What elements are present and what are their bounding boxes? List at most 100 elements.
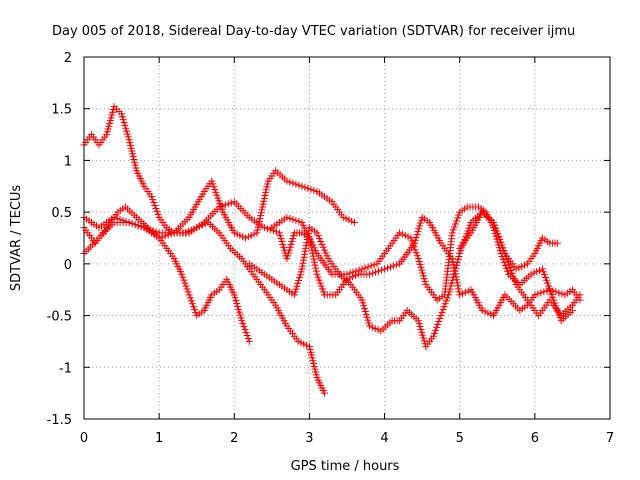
data-point-marker — [365, 319, 373, 327]
data-point-marker — [260, 194, 268, 202]
data-point-marker — [189, 303, 197, 311]
data-point-marker — [417, 325, 425, 333]
data-point-marker — [289, 179, 297, 187]
x-tick-label: 1 — [155, 431, 163, 446]
data-point-marker — [315, 276, 323, 284]
data-point-marker — [372, 268, 380, 276]
data-point-marker — [556, 314, 564, 322]
y-tick-label: -1.5 — [47, 413, 72, 428]
data-point-marker — [119, 216, 127, 224]
data-point-marker — [258, 203, 266, 211]
data-point-marker — [432, 326, 440, 334]
data-point-marker — [363, 313, 371, 321]
series-track-6 — [268, 203, 576, 325]
data-point-marker — [418, 328, 426, 336]
data-point-marker — [286, 243, 294, 251]
data-point-marker — [238, 317, 246, 325]
data-point-marker — [500, 258, 508, 266]
data-point-marker — [155, 234, 163, 242]
data-point-marker — [441, 300, 449, 308]
data-point-marker — [277, 235, 285, 243]
data-point-marker — [301, 250, 309, 258]
data-point-marker — [378, 266, 386, 274]
data-point-marker — [448, 276, 456, 284]
data-point-marker — [181, 279, 189, 287]
data-point-marker — [283, 177, 291, 185]
data-point-marker — [292, 285, 300, 293]
data-point-marker — [239, 320, 247, 328]
data-point-marker — [502, 264, 510, 272]
data-point-marker — [375, 267, 383, 275]
data-point-marker — [221, 201, 229, 209]
chart-title: Day 005 of 2018, Sidereal Day-to-day VTE… — [52, 24, 575, 39]
data-point-marker — [151, 201, 159, 209]
data-point-marker — [158, 233, 166, 241]
data-point-marker — [390, 262, 398, 270]
data-point-marker — [452, 217, 460, 225]
data-point-marker — [449, 226, 457, 234]
data-point-marker — [154, 210, 162, 218]
data-point-marker — [454, 214, 462, 222]
data-point-marker — [448, 229, 456, 237]
data-point-marker — [184, 288, 192, 296]
data-point-marker — [283, 213, 291, 221]
data-point-marker — [278, 237, 286, 245]
data-point-marker — [289, 215, 297, 223]
x-tick-label: 4 — [380, 431, 388, 446]
data-point-marker — [568, 306, 576, 314]
data-point-marker — [429, 332, 437, 340]
data-point-marker — [291, 288, 299, 296]
data-point-marker — [244, 334, 252, 342]
data-point-marker — [442, 297, 450, 305]
y-tick-label: -0.5 — [47, 310, 72, 325]
data-point-marker — [435, 317, 443, 325]
data-point-marker — [215, 203, 223, 211]
data-point-marker — [234, 305, 242, 313]
data-point-marker — [455, 211, 463, 219]
y-tick-label: 1.5 — [51, 103, 72, 118]
data-point-marker — [370, 261, 378, 269]
y-tick-label: 0 — [64, 258, 72, 273]
data-point-marker — [312, 264, 320, 272]
data-point-marker — [416, 219, 424, 227]
y-tick-label: -1 — [59, 361, 72, 376]
data-point-marker — [420, 275, 428, 283]
data-point-marker — [300, 253, 308, 261]
data-point-marker — [253, 229, 261, 237]
data-point-marker — [257, 209, 265, 217]
data-point-marker — [451, 220, 459, 228]
data-point-marker — [183, 285, 191, 293]
data-point-marker — [553, 305, 561, 313]
data-point-marker — [304, 184, 312, 192]
data-point-marker — [116, 215, 124, 223]
y-tick-label: 0.5 — [51, 206, 72, 221]
data-point-marker — [318, 240, 326, 248]
data-point-marker — [292, 216, 300, 224]
data-point-marker — [218, 202, 226, 210]
data-point-marker — [451, 267, 459, 275]
data-point-marker — [122, 217, 130, 225]
data-point-marker — [185, 291, 193, 299]
data-point-marker — [452, 264, 460, 272]
data-point-marker — [149, 196, 157, 204]
data-point-marker — [366, 270, 374, 278]
data-point-marker — [454, 285, 462, 293]
data-point-marker — [260, 224, 268, 232]
data-point-marker — [555, 289, 563, 297]
data-point-marker — [233, 300, 241, 308]
data-point-marker — [188, 300, 196, 308]
data-point-marker — [437, 312, 445, 320]
data-point-marker — [258, 206, 266, 214]
data-point-marker — [272, 228, 280, 236]
data-point-marker — [415, 320, 423, 328]
x-tick-label: 7 — [606, 431, 614, 446]
data-point-marker — [318, 285, 326, 293]
data-point-marker — [439, 306, 447, 314]
data-point-marker — [295, 274, 303, 282]
data-point-marker — [295, 277, 303, 285]
data-point-marker — [301, 183, 309, 191]
data-point-marker — [450, 223, 458, 231]
data-point-marker — [551, 299, 559, 307]
data-point-marker — [349, 268, 357, 276]
data-point-marker — [387, 263, 395, 271]
